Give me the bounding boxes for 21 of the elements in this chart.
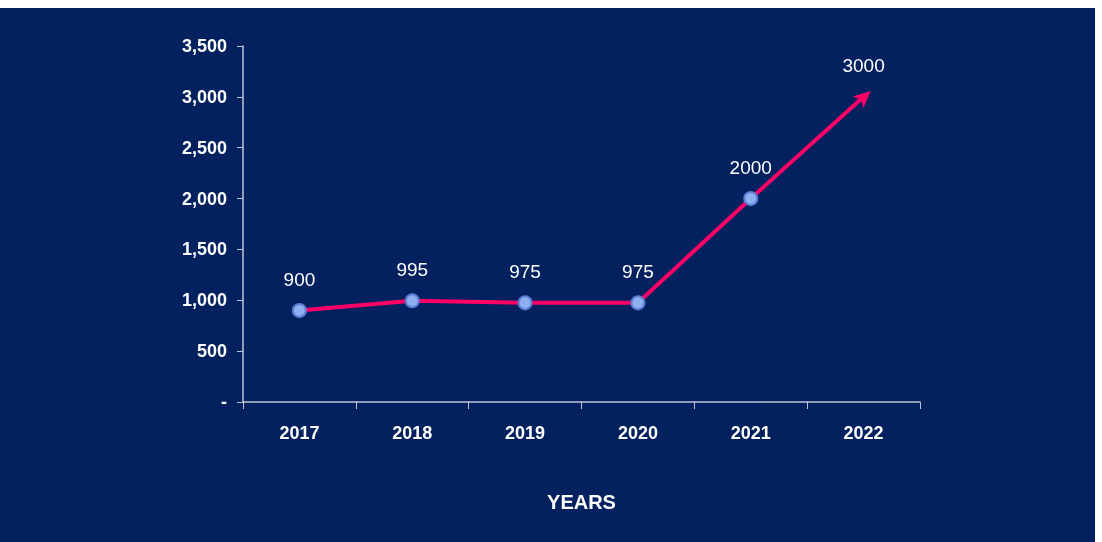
y-tick-label: 1,500 [181,239,227,260]
x-tick-label: 2022 [843,423,884,443]
x-tick-label: 2019 [505,423,546,443]
x-tick-label: 2018 [392,423,433,443]
x-axis-title: YEARS [547,491,616,513]
y-tick-label: 2,000 [181,188,227,209]
y-tick-label: 3,500 [181,36,227,56]
y-tick-label: 2,500 [181,137,227,158]
data-label: 975 [622,261,654,283]
data-label: 3000 [842,54,885,76]
x-tick-label: 2020 [617,423,658,443]
x-tick-label: 2021 [730,423,771,443]
y-tick-label: - [221,392,227,412]
y-tick-label: 3,000 [181,86,227,107]
y-tick-label: 1,000 [181,290,227,311]
data-label: 995 [396,259,429,281]
data-label: 900 [283,268,316,290]
y-tick-label: 500 [196,341,227,362]
data-label: 2000 [729,157,772,179]
x-tick-label: 2017 [279,423,320,443]
data-label: 975 [509,261,541,283]
